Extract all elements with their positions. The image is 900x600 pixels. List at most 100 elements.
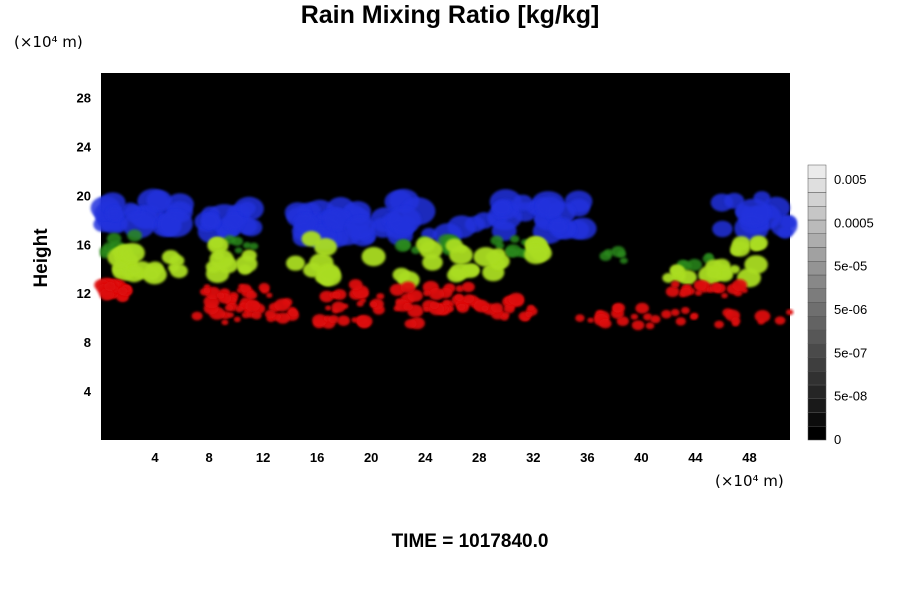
- x-tick-label: 12: [256, 450, 270, 465]
- rain-cell: [704, 253, 713, 260]
- colorbar-cell: [807, 316, 827, 331]
- rain-cell: [550, 219, 567, 234]
- x-tick-label: 48: [742, 450, 756, 465]
- rain-cell: [345, 216, 375, 240]
- x-tick-label: 24: [418, 450, 433, 465]
- rain-cell: [454, 293, 464, 301]
- rain-cell: [670, 280, 680, 288]
- rain-cell: [105, 206, 125, 221]
- rain-cell: [744, 255, 768, 274]
- rain-cell: [687, 258, 703, 271]
- rain-cell: [312, 314, 328, 327]
- rain-cell: [203, 287, 211, 293]
- colorbar-cell: [807, 219, 827, 234]
- rain-cell: [120, 243, 145, 263]
- rain-cell: [258, 282, 270, 292]
- rain-cell: [235, 306, 244, 313]
- rain-cell: [617, 250, 627, 258]
- colorbar-cell: [807, 274, 827, 289]
- rain-cell: [491, 302, 504, 313]
- y-axis-unit: (×10⁴ m): [14, 33, 83, 51]
- rain-cell: [612, 303, 623, 313]
- rain-cell: [245, 300, 260, 312]
- rain-cell: [599, 251, 612, 261]
- rain-cell: [442, 299, 450, 306]
- rain-cell: [569, 217, 597, 240]
- rain-cell: [168, 263, 180, 273]
- x-tick-label: 36: [580, 450, 594, 465]
- rain-cell: [221, 319, 229, 326]
- rain-cell: [502, 312, 510, 318]
- y-tick-label: 20: [77, 188, 91, 203]
- time-readout: TIME = 1017840.0: [0, 531, 900, 553]
- rain-cell: [361, 247, 386, 267]
- rain-cell: [690, 314, 698, 320]
- rain-cell: [234, 247, 243, 254]
- y-tick-label: 12: [77, 286, 91, 301]
- rain-cell: [238, 201, 256, 216]
- rain-cell: [510, 235, 520, 243]
- rain-cell: [356, 315, 373, 328]
- rain-cell: [429, 301, 440, 309]
- rain-cell: [404, 319, 417, 329]
- rain-cell: [159, 210, 193, 238]
- y-tick-label: 16: [77, 237, 91, 252]
- x-tick-label: 20: [364, 450, 378, 465]
- chart-title: Rain Mixing Ratio [kg/kg]: [300, 1, 600, 29]
- colorbar-cell: [807, 233, 827, 248]
- x-tick-label: 44: [688, 450, 703, 465]
- colorbar-tick-label: 5e-07: [834, 345, 867, 360]
- rain-cell: [246, 290, 258, 300]
- rain-cell: [662, 272, 675, 283]
- rain-cell: [495, 242, 505, 250]
- colorbar-tick-label: 0.0005: [834, 215, 874, 230]
- rain-cell: [503, 304, 515, 314]
- rain-cell: [508, 292, 525, 306]
- rain-cell: [681, 307, 690, 314]
- rain-cell: [240, 284, 252, 293]
- colorbar-cell: [807, 302, 827, 317]
- y-axis-ticks: 4 8 12 16 20 24 28: [77, 90, 92, 399]
- rain-cell: [428, 288, 445, 301]
- rain-cell: [512, 194, 533, 211]
- colorbar-tick-label: 5e-08: [834, 389, 867, 404]
- colorbar-cell: [807, 192, 827, 207]
- x-tick-label: 40: [634, 450, 648, 465]
- colorbar: [807, 164, 827, 441]
- rain-cell: [463, 294, 475, 304]
- rain-cell: [242, 242, 252, 249]
- rain-cell: [675, 317, 686, 326]
- rain-cell: [209, 237, 224, 250]
- rain-cell: [527, 304, 535, 311]
- colorbar-cell: [807, 178, 827, 193]
- rain-cell: [249, 242, 259, 250]
- rain-cell: [599, 318, 612, 329]
- rain-cell: [387, 206, 422, 234]
- rain-cell: [223, 212, 245, 231]
- rain-cell: [730, 246, 742, 256]
- colorbar-tick-label: 0: [834, 432, 841, 447]
- y-tick-label: 24: [77, 139, 92, 154]
- rain-cell: [587, 317, 594, 323]
- rain-cell: [515, 248, 527, 258]
- rain-cell: [635, 302, 649, 314]
- rain-cell: [331, 301, 346, 313]
- rain-cell: [348, 279, 363, 291]
- rain-cell: [266, 292, 273, 298]
- rain-cell: [332, 291, 341, 299]
- rain-cell: [104, 282, 116, 291]
- time-value: 1017840.0: [458, 531, 549, 552]
- rain-cell: [575, 314, 585, 322]
- rain-cell: [144, 268, 160, 281]
- rain-cell: [645, 322, 655, 330]
- rain-cell: [525, 311, 533, 318]
- rain-cell: [445, 238, 464, 253]
- rain-cell: [715, 267, 734, 282]
- rain-cell: [732, 279, 748, 292]
- rain-cell: [392, 267, 411, 282]
- rain-cell: [473, 247, 499, 267]
- rain-cell: [709, 282, 722, 293]
- rain-cell: [128, 266, 141, 276]
- rain-cell: [694, 290, 703, 296]
- y-tick-label: 28: [77, 90, 91, 105]
